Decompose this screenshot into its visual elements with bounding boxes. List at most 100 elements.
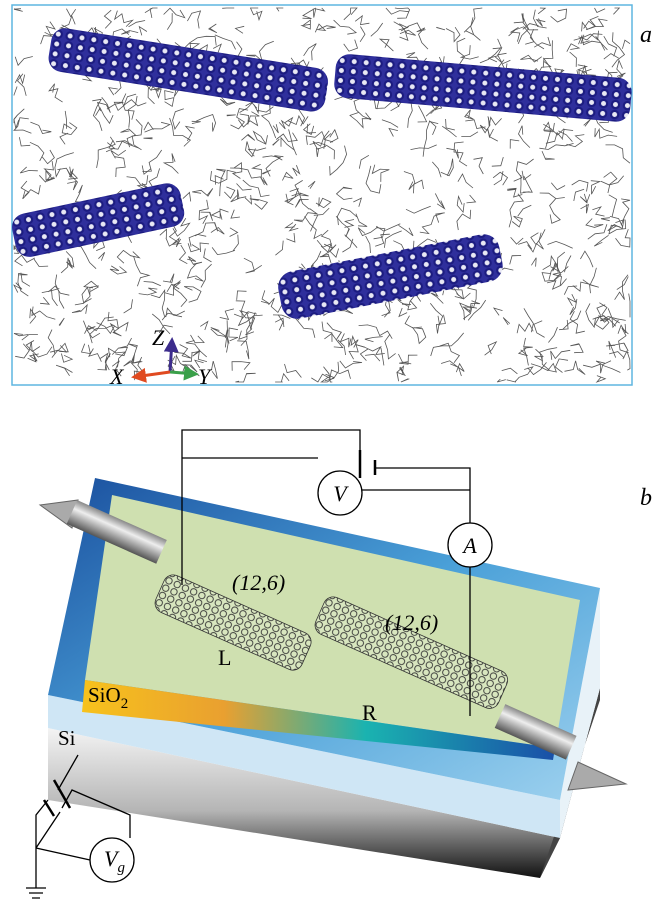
mesh-segment <box>581 204 589 213</box>
chirality-label: (12,6) <box>232 570 285 595</box>
mesh-segment <box>542 151 555 159</box>
mesh-segment <box>192 121 201 123</box>
mesh-segment <box>507 380 516 382</box>
mesh-segment <box>586 219 603 228</box>
mesh-segment <box>570 311 585 333</box>
mesh-segment <box>609 195 617 217</box>
mesh-segment <box>538 8 545 14</box>
mesh-segment <box>57 168 71 176</box>
mesh-segment <box>408 102 413 128</box>
nanotube <box>333 53 633 123</box>
mesh-segment <box>594 235 608 246</box>
mesh-segment <box>108 312 118 332</box>
mesh-segment <box>15 255 35 266</box>
mesh-segment <box>121 129 136 147</box>
mesh-segment <box>580 194 590 203</box>
mesh-segment <box>547 279 567 290</box>
mesh-segment <box>132 119 142 150</box>
mesh-segment <box>34 259 48 266</box>
mesh-segment <box>565 361 586 375</box>
mesh-segment <box>233 235 238 251</box>
mesh-segment <box>277 8 284 11</box>
nanotube <box>47 26 330 113</box>
mesh-segment <box>236 26 245 33</box>
gate-wire <box>36 848 90 860</box>
mesh-segment <box>288 116 308 125</box>
mesh-segment <box>522 171 531 180</box>
mesh-segment <box>66 251 74 268</box>
mesh-segment <box>493 172 507 185</box>
mesh-segment <box>356 214 367 227</box>
mesh-segment <box>366 236 371 253</box>
mesh-segment <box>380 39 393 51</box>
mesh-segment <box>512 216 522 227</box>
mesh-segment <box>286 233 295 242</box>
mesh-segment <box>395 8 410 18</box>
mesh-segment <box>551 350 571 360</box>
mesh-segment <box>144 282 161 286</box>
mesh-segment <box>230 168 264 185</box>
mesh-segment <box>405 316 422 328</box>
mesh-segment <box>75 287 90 305</box>
mesh-segment <box>568 294 576 306</box>
mesh-segment <box>595 8 606 13</box>
mesh-segment <box>330 130 338 143</box>
mesh-segment <box>503 318 510 325</box>
oxide-text: SiO <box>88 683 121 707</box>
mesh-segment <box>324 334 342 348</box>
mesh-segment <box>344 40 358 52</box>
mesh-segment <box>195 223 218 236</box>
mesh-segment <box>574 31 599 41</box>
mesh-segment <box>15 57 33 66</box>
mesh-segment <box>580 251 593 267</box>
mesh-segment <box>510 256 521 265</box>
mesh-segment <box>417 28 428 49</box>
battery-plate <box>44 800 54 816</box>
z-label: Z <box>152 325 165 350</box>
mesh-segment <box>279 118 292 129</box>
mesh-segment <box>66 9 75 17</box>
mesh-segment <box>302 20 311 29</box>
mesh-segment <box>461 132 478 137</box>
mesh-segment <box>310 142 335 159</box>
mesh-segment <box>457 38 465 64</box>
chirality-label: (12,6) <box>385 610 438 635</box>
mesh-segment <box>385 334 396 359</box>
mesh-segment <box>474 158 484 174</box>
mesh-segment <box>98 252 104 260</box>
mesh-segment <box>210 170 235 183</box>
mesh-segment <box>446 148 458 158</box>
mesh-segment <box>376 224 400 231</box>
ammeter-label: A <box>461 533 477 558</box>
mesh-segment <box>61 16 76 29</box>
mesh-segment <box>616 229 631 247</box>
mesh-segment <box>596 361 620 373</box>
mesh-segment <box>145 8 158 18</box>
mesh-segment <box>441 159 454 176</box>
mesh-segment <box>411 145 437 150</box>
mesh-segment <box>211 328 227 337</box>
mesh-segment <box>340 361 362 368</box>
mesh-segment <box>311 215 318 231</box>
mesh-segment <box>254 132 268 145</box>
mesh-segment <box>511 27 520 41</box>
mesh-segment <box>56 365 72 376</box>
mesh-segment <box>523 176 532 192</box>
mesh-segment <box>28 353 39 362</box>
mesh-segment <box>382 120 398 128</box>
mesh-segment <box>212 209 229 220</box>
mesh-segment <box>110 266 126 274</box>
mesh-segment <box>467 195 476 203</box>
mesh-segment <box>399 355 417 364</box>
mesh-segment <box>604 54 619 60</box>
mesh-segment <box>215 35 236 50</box>
mesh-segment <box>119 338 132 348</box>
mesh-segment <box>488 128 498 141</box>
mesh-segment <box>294 209 317 222</box>
mesh-segment <box>431 333 464 356</box>
mesh-segment <box>321 374 334 382</box>
mesh-segment <box>30 142 44 161</box>
mesh-segment <box>235 373 255 382</box>
mesh-segment <box>344 8 357 20</box>
mesh-segment <box>308 181 315 188</box>
